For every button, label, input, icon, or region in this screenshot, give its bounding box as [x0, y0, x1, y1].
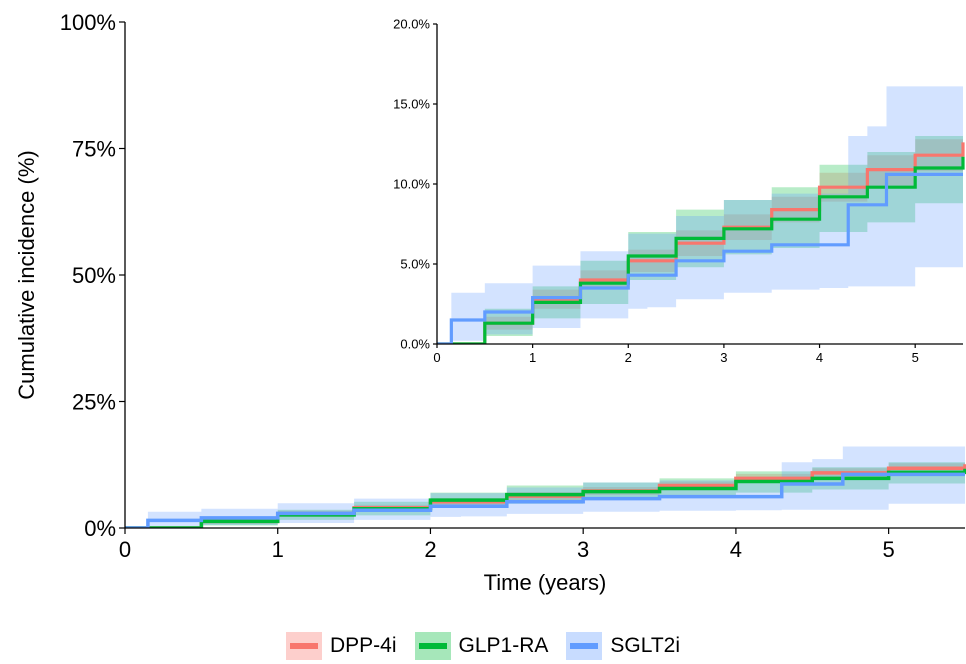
- main-y-tick-label: 25%: [72, 389, 116, 414]
- legend-line-sglt2i: [570, 643, 599, 649]
- main-x-tick-label: 1: [272, 537, 284, 562]
- main-line-sglt2i: [125, 472, 965, 528]
- inset-x-tick-label: 0: [433, 350, 440, 365]
- main-y-tick-label: 0%: [84, 516, 116, 541]
- legend-line-glp1ra: [418, 643, 447, 649]
- legend-label-dpp4i: DPP-4i: [329, 634, 397, 657]
- main-x-tick-label: 4: [730, 537, 742, 562]
- inset-x-tick-label: 5: [912, 350, 919, 365]
- legend-item-glp1ra: GLP1-RA: [414, 632, 549, 660]
- legend: DPP-4i GLP1-RA SGLT2i: [0, 628, 966, 664]
- inset-x-tick-label: 3: [720, 350, 727, 365]
- y-axis-title: Cumulative incidence (%): [14, 150, 39, 399]
- inset-plot-region: [437, 86, 965, 344]
- inset-band-sglt2i: [437, 86, 963, 344]
- inset-y-tick-label: 15.0%: [393, 97, 430, 112]
- inset-background: [437, 24, 963, 344]
- legend-key-glp1ra: [414, 632, 451, 660]
- main-y-tick-label: 100%: [60, 10, 116, 35]
- main-band-sglt2i: [125, 446, 965, 528]
- inset-band-dpp4i: [437, 128, 963, 344]
- cumulative-incidence-chart: 0 1 2 3 4 50%25%50%75%100%Time (years)Cumulat…: [14, 10, 966, 595]
- legend-item-dpp4i: DPP-4i: [285, 632, 397, 660]
- inset-line-sglt2i: [437, 172, 963, 344]
- main-y-tick-label: 75%: [72, 136, 116, 161]
- legend-label-glp1ra: GLP1-RA: [458, 634, 549, 657]
- inset-band-glp1ra: [437, 126, 963, 344]
- main-x-tick-label: 0: [119, 537, 131, 562]
- legend-label-sglt2i: SGLT2i: [610, 634, 681, 657]
- main-x-tick-label: 5: [883, 537, 895, 562]
- main-x-tick-label: 3: [577, 537, 589, 562]
- legend-key-dpp4i: [285, 632, 322, 660]
- inset-x-tick-label: 1: [529, 350, 536, 365]
- inset-y-tick-label: 0.0%: [400, 337, 430, 352]
- inset-y-tick-label: 20.0%: [393, 17, 430, 32]
- inset-x-tick-label: 2: [625, 350, 632, 365]
- main-x-tick-label: 2: [424, 537, 436, 562]
- inset-y-tick-label: 5.0%: [400, 257, 430, 272]
- inset-x-tick-label: 4: [816, 350, 823, 365]
- legend-line-dpp4i: [289, 643, 318, 649]
- legend-key-sglt2i: [566, 632, 603, 660]
- legend-item-sglt2i: SGLT2i: [566, 632, 680, 660]
- x-axis-title: Time (years): [484, 570, 607, 595]
- inset-y-tick-label: 10.0%: [393, 177, 430, 192]
- main-y-tick-label: 50%: [72, 263, 116, 288]
- main-plot-region: [125, 446, 966, 528]
